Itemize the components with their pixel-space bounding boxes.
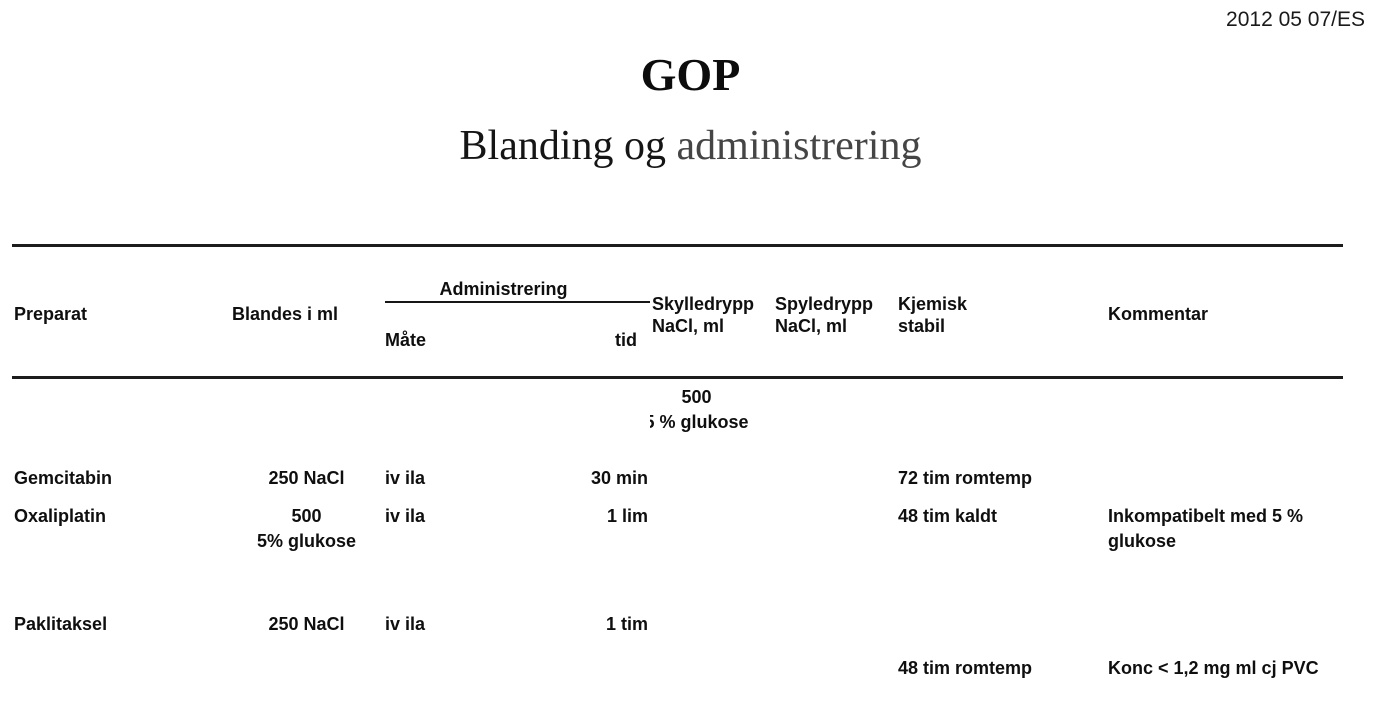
cell-kommentar <box>1106 608 1343 646</box>
cell-skylledrypp <box>650 462 773 500</box>
subtitle-part-1: Blanding og <box>459 123 677 169</box>
column-header-administrering: Administrering <box>385 278 651 303</box>
column-header-preparat: Preparat <box>12 244 230 379</box>
cell-kjemisk <box>896 608 1106 646</box>
column-header-kjemisk-stabil: Kjemisk stabil <box>896 244 1107 379</box>
table-row-glukose-drip: 500 5 % glukose <box>12 378 1343 462</box>
cell-tid: 1 tim <box>606 613 649 634</box>
cell-tid <box>518 645 651 712</box>
cell-kjemisk <box>896 378 1106 462</box>
table-row-paklitaksel-stability: 48 tim romtemp Konc < 1,2 mg ml cj PVC <box>12 645 1344 712</box>
cell-kjemisk: 48 tim romtemp <box>896 645 1107 712</box>
cell-kommentar: Konc < 1,2 mg ml cj PVC <box>1106 645 1344 712</box>
cell-blandes <box>230 378 383 462</box>
cell-spyledrypp <box>773 378 896 462</box>
cell-spyledrypp <box>773 608 896 646</box>
cell-preparat: Oxaliplatin <box>14 505 107 526</box>
cell-maate <box>383 378 518 462</box>
cell-skylledrypp: 500 5 % glukose <box>650 387 749 432</box>
cell-spyledrypp <box>773 645 897 712</box>
cell-preparat <box>12 378 230 462</box>
cell-tid: 1 lim <box>606 505 649 526</box>
column-header-tid: tid <box>615 330 638 350</box>
cell-preparat: Gemcitabin <box>14 467 113 488</box>
cell-kommentar <box>1106 378 1343 462</box>
mixing-administration-table: Preparat Blandes i ml Administrering Måt… <box>12 244 1344 712</box>
document-subtitle: Blanding og administrering <box>0 122 1381 170</box>
table-header-row: Preparat Blandes i ml Administrering Måt… <box>12 244 1344 379</box>
column-header-maate: Måte <box>385 330 427 350</box>
subtitle-part-2: administrering <box>676 123 922 169</box>
cell-blandes: 250 NaCl <box>268 613 345 634</box>
cell-maate: iv ila <box>385 467 426 488</box>
column-header-kommentar: Kommentar <box>1106 244 1344 379</box>
cell-tid: 30 min <box>590 467 649 488</box>
cell-spyledrypp <box>773 500 896 608</box>
cell-skylledrypp <box>650 500 773 608</box>
column-header-administrering-group: Administrering Måte tid <box>383 244 651 379</box>
column-header-spyledrypp: Spyledrypp NaCl, ml <box>773 244 897 379</box>
document-title: GOP <box>640 49 741 100</box>
table-row-paklitaksel: Paklitaksel 250 NaCl iv ila 1 tim <box>12 608 1343 646</box>
cell-skylledrypp <box>650 608 773 646</box>
cell-spyledrypp <box>773 462 896 500</box>
cell-preparat: Paklitaksel <box>14 613 108 634</box>
table-row-oxaliplatin: Oxaliplatin 500 5% glukose iv ila 1 lim … <box>12 500 1343 608</box>
column-header-blandes-i-ml: Blandes i ml <box>230 244 383 379</box>
cell-blandes <box>230 645 383 712</box>
cell-maate: iv ila <box>385 505 426 526</box>
date-reference: 2012 05 07/ES <box>1226 8 1365 31</box>
cell-maate: iv ila <box>385 613 426 634</box>
cell-skylledrypp <box>650 645 774 712</box>
cell-kommentar: Inkompatibelt med 5 % glukose <box>1108 505 1304 551</box>
administrering-subheaders: Måte tid <box>383 328 650 351</box>
cell-kjemisk: 72 tim romtemp <box>898 467 1033 488</box>
cell-maate <box>383 645 518 712</box>
table-row-gemcitabin: Gemcitabin 250 NaCl iv ila 30 min 72 tim… <box>12 462 1343 500</box>
cell-blandes: 500 5% glukose <box>256 505 357 551</box>
cell-blandes: 250 NaCl <box>268 467 345 488</box>
cell-kjemisk: 48 tim kaldt <box>898 505 998 526</box>
cell-kommentar <box>1106 462 1343 500</box>
cell-tid <box>518 378 650 462</box>
cell-preparat <box>12 645 230 712</box>
column-header-skylledrypp: Skylledrypp NaCl, ml <box>650 244 774 379</box>
